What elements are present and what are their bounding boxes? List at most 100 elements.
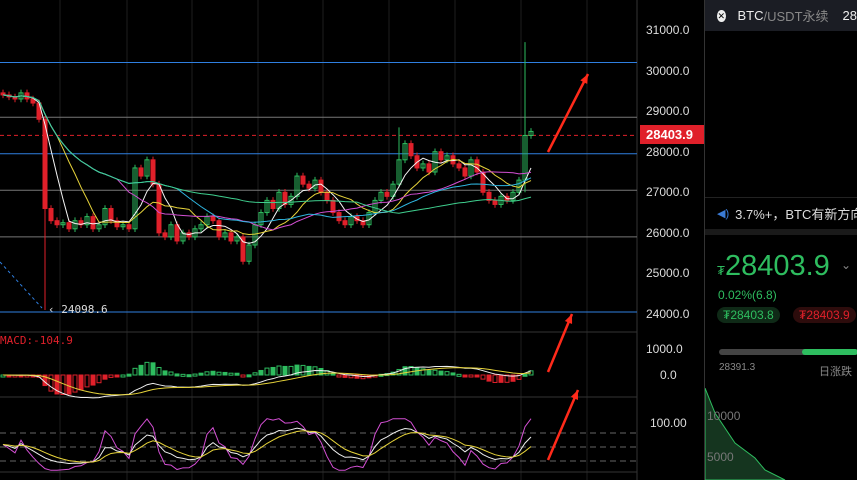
candle-body (84, 216, 90, 226)
price-axis-label: 24000.0 (646, 306, 690, 321)
ask-price[interactable]: ₮28403.9 (793, 307, 856, 323)
daily-range-bar (719, 349, 857, 355)
candle-body (528, 130, 534, 136)
low-price-marker: ‹ 24098.6 (48, 303, 108, 316)
candle-body (312, 179, 318, 189)
macd-histogram-bar (264, 367, 270, 376)
macd-histogram-bar (486, 374, 492, 382)
macd-histogram-bar (282, 365, 288, 376)
macd-histogram-bar (216, 371, 222, 376)
candle-body (120, 224, 126, 228)
macd-histogram-bar (66, 374, 72, 395)
annotation-arrow (546, 73, 590, 153)
candle-body (240, 236, 246, 262)
candle-body (222, 232, 228, 238)
candle-body (102, 208, 108, 226)
candle-body (378, 191, 384, 201)
candle-body (246, 244, 252, 262)
candle-body (426, 163, 432, 173)
candle-body (126, 224, 132, 230)
price-axis-label: 26000.0 (646, 225, 690, 240)
moving-average-line (2, 94, 532, 235)
candle-body (306, 183, 312, 189)
candle-body (114, 220, 120, 228)
macd-histogram-bar (450, 372, 456, 376)
moving-average-line (2, 94, 532, 214)
candle-body (420, 163, 426, 169)
macd-histogram-bar (480, 374, 486, 380)
macd-histogram-bar (72, 374, 78, 393)
candle-body (510, 191, 516, 201)
macd-histogram-bar (120, 374, 126, 378)
candle-body (360, 220, 366, 226)
macd-histogram-bar (294, 364, 300, 376)
macd-histogram-bar (504, 374, 510, 383)
macd-histogram-bar (126, 373, 132, 377)
candlestick-chart[interactable] (0, 0, 704, 480)
macd-histogram-bar (144, 361, 150, 376)
candle-body (384, 191, 390, 197)
macd-histogram-bar (102, 374, 108, 380)
announcement-bar[interactable]: ◀) 3.7%+，BTC有新方向 (705, 197, 857, 235)
chevron-down-icon[interactable]: ⌄ (841, 258, 852, 272)
macd-histogram-bar (48, 374, 54, 392)
macd-histogram-bar (78, 374, 84, 391)
candle-body (138, 167, 144, 177)
macd-histogram-bar (252, 372, 258, 376)
macd-histogram-bar (492, 374, 498, 383)
macd-histogram-bar (228, 372, 234, 376)
macd-dea-line (2, 367, 532, 396)
bid-price[interactable]: ₮28403.8 (717, 307, 780, 323)
price-axis-label: 31000.0 (646, 23, 690, 37)
macd-histogram-bar (438, 370, 444, 376)
candle-body (54, 220, 60, 226)
candle-body (408, 143, 414, 157)
candle-body (90, 216, 96, 230)
macd-histogram-bar (246, 374, 252, 378)
candle-body (234, 236, 240, 242)
daily-range-fill (802, 349, 857, 355)
kdj-j-line (2, 418, 532, 471)
macd-histogram-bar (138, 364, 144, 376)
macd-histogram-bar (96, 374, 102, 384)
depth-label-10000: 10000 (707, 409, 741, 423)
symbol-icon: ✕ (717, 9, 726, 22)
macd-histogram-bar (168, 371, 174, 376)
candle-body (48, 208, 54, 222)
macd-histogram-bar (162, 370, 168, 376)
candle-body (108, 208, 114, 222)
macd-histogram-bar (234, 372, 240, 376)
macd-histogram-bar (522, 373, 528, 377)
price-axis-label: 29000.0 (646, 104, 690, 119)
macd-histogram-bar (174, 373, 180, 377)
macd-histogram-bar (444, 371, 450, 376)
candle-body (438, 151, 444, 161)
candle-body (168, 224, 174, 238)
candle-body (318, 179, 324, 193)
macd-histogram-bar (54, 374, 60, 395)
price-axis-label: 25000.0 (646, 266, 690, 281)
macd-histogram-bar (276, 365, 282, 376)
macd-histogram-bar (408, 366, 414, 376)
candle-body (300, 175, 306, 185)
candle-body (66, 222, 72, 230)
macd-histogram-bar (288, 365, 294, 376)
candle-body (264, 199, 270, 214)
candle-body (36, 102, 42, 120)
macd-histogram-bar (150, 362, 156, 376)
market-panel: ✕ BTC/USDT永续 28 ◀) 3.7%+，BTC有新方向 ₮28403.9… (704, 0, 857, 480)
symbol-header[interactable]: ✕ BTC/USDT永续 28 (705, 0, 857, 31)
candle-body (162, 232, 168, 238)
macd-histogram-bar (222, 371, 228, 376)
daily-change-label: 日涨跌 (819, 366, 852, 378)
macd-histogram-bar (462, 374, 468, 378)
arrow-head-icon (564, 314, 573, 324)
macd-histogram-bar (204, 371, 210, 376)
candle-body (486, 191, 492, 201)
candle-body (30, 98, 36, 104)
macd-histogram-bar (90, 374, 96, 386)
candle-body (42, 118, 48, 210)
candle-body (444, 155, 450, 161)
range-low: 28391.3 (719, 362, 756, 373)
macd-histogram-bar (114, 374, 120, 378)
